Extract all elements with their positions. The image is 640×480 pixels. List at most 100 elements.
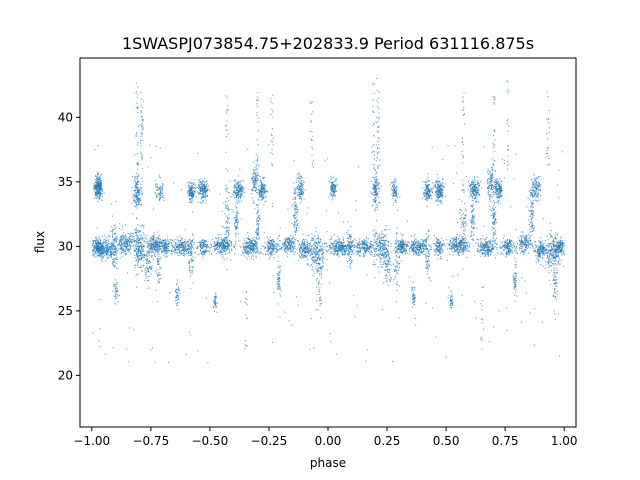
data-point [296,187,298,189]
data-point [324,248,326,250]
data-point [158,245,160,247]
data-point [143,233,145,235]
data-point [192,233,194,235]
data-point [134,241,136,243]
data-point [204,194,206,196]
data-point [220,238,222,240]
data-point [238,187,240,189]
data-point [255,230,257,232]
data-point [147,246,149,248]
data-point [220,241,222,243]
data-point [278,277,280,279]
data-point [93,190,95,192]
data-point [296,227,298,229]
data-point [110,252,112,254]
data-point [322,252,324,254]
data-point [122,238,124,240]
data-point [109,255,111,257]
data-point [321,253,323,255]
data-point [265,246,267,248]
data-point [244,246,246,248]
data-point [312,261,314,263]
data-point [247,232,249,234]
data-point [276,251,278,253]
data-point [332,191,334,193]
data-point [136,180,138,182]
data-point [101,235,103,237]
data-point [303,192,305,194]
data-point [341,242,343,244]
data-point [109,248,111,250]
data-point [298,226,300,228]
data-point [301,244,303,246]
data-point [99,239,101,241]
data-point [304,255,306,257]
data-point [188,247,190,249]
data-point [260,189,262,191]
data-point [159,245,161,247]
data-point [155,242,157,244]
data-point [113,261,115,263]
data-point [314,259,316,261]
data-point [257,228,259,230]
data-point [228,209,230,211]
data-point [153,246,155,248]
data-point [300,176,302,178]
data-point [336,242,338,244]
data-point [188,239,190,241]
data-point [149,250,151,252]
data-point [313,235,315,237]
data-point [142,119,144,121]
data-point [283,241,285,243]
data-point [257,238,259,240]
data-point [97,248,99,250]
data-point [318,290,320,292]
data-point [141,187,143,189]
data-point [133,247,135,249]
data-point [133,197,135,199]
data-point [158,250,160,252]
data-point [257,172,259,174]
data-point [343,248,345,250]
data-point [309,265,311,267]
data-point [290,244,292,246]
data-point [194,190,196,192]
data-point [165,242,167,244]
data-point [300,182,302,184]
data-point [187,245,189,247]
data-point [242,188,244,190]
data-point [96,178,98,180]
data-point [300,190,302,192]
data-point [345,247,347,249]
data-point [253,183,255,185]
data-point [257,226,259,228]
data-point [331,184,333,186]
data-point [251,243,253,245]
data-point [191,193,193,195]
data-point [253,236,255,238]
data-point [174,245,176,247]
data-point [153,236,155,238]
data-point [227,216,229,218]
data-point [224,253,226,255]
data-point [342,248,344,250]
data-point [335,195,337,197]
data-point [199,183,201,185]
data-point [151,235,153,237]
data-point [176,242,178,244]
data-point [289,239,291,241]
data-point [306,248,308,250]
data-point [223,249,225,251]
data-point [140,140,142,142]
data-point [228,230,230,232]
data-point [266,250,268,252]
data-point [140,234,142,236]
data-point [294,217,296,219]
data-point [248,245,250,247]
data-point [156,245,158,247]
data-point [114,251,116,253]
data-point [100,259,102,261]
data-point [179,244,181,246]
data-point [141,243,143,245]
data-point [331,235,333,237]
